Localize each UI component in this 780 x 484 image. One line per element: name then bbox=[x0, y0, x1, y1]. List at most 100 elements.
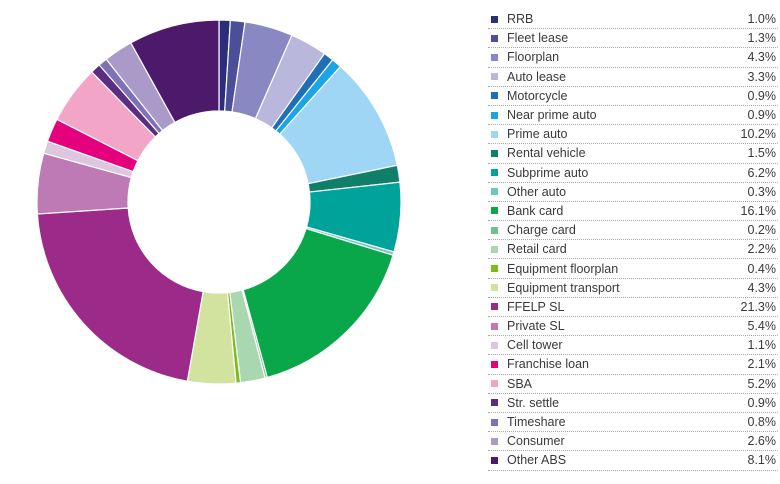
legend-value: 2.6% bbox=[747, 434, 777, 449]
legend-label: Charge card bbox=[507, 223, 576, 238]
legend-item-str-settle: Str. settle 0.9% bbox=[488, 394, 778, 413]
legend-item-cell-tower: Cell tower 1.1% bbox=[488, 336, 778, 356]
legend-label: FFELP SL bbox=[507, 299, 565, 314]
legend-value: 10.2% bbox=[740, 127, 776, 142]
legend-swatch bbox=[491, 188, 498, 196]
legend-value: 4.3% bbox=[747, 280, 777, 295]
legend: RRB 1.0% Fleet lease 1.3% Floorplan 4.3% Auto … bbox=[488, 10, 778, 471]
legend-item-rental-vehicle: Rental vehicle 1.5% bbox=[488, 144, 778, 164]
chart-area bbox=[36, 19, 402, 385]
legend-value: 21.3% bbox=[740, 299, 776, 314]
slice-ffelp-sl bbox=[36, 207, 204, 382]
legend-swatch bbox=[491, 265, 498, 273]
legend-value: 2.1% bbox=[747, 357, 777, 372]
legend-swatch bbox=[491, 456, 498, 464]
legend-item-bank-card: Bank card 16.1% bbox=[488, 202, 778, 222]
legend-swatch bbox=[491, 207, 498, 215]
legend-swatch bbox=[491, 418, 498, 426]
legend-label: Private SL bbox=[507, 319, 565, 334]
legend-swatch bbox=[491, 322, 498, 330]
donut-chart bbox=[36, 19, 402, 385]
legend-swatch bbox=[491, 360, 498, 368]
legend-value: 0.2% bbox=[747, 223, 777, 238]
legend-item-sba: SBA 5.2% bbox=[488, 375, 778, 394]
legend-swatch bbox=[491, 169, 498, 177]
legend-swatch bbox=[491, 341, 498, 349]
legend-item-charge-card: Charge card 0.2% bbox=[488, 221, 778, 241]
legend-swatch bbox=[491, 399, 498, 407]
legend-item-franchise-loan: Franchise loan 2.1% bbox=[488, 355, 778, 375]
legend-item-equipment-transport: Equipment transport 4.3% bbox=[488, 279, 778, 298]
legend-label: Fleet lease bbox=[507, 31, 569, 46]
legend-value: 0.9% bbox=[747, 395, 777, 410]
legend-item-ffelp-sl: FFELP SL 21.3% bbox=[488, 298, 778, 317]
legend-swatch bbox=[491, 380, 498, 388]
legend-swatch bbox=[491, 92, 498, 100]
legend-label: Timeshare bbox=[507, 415, 566, 430]
legend-swatch bbox=[491, 53, 498, 61]
slice-bank-card bbox=[242, 227, 394, 379]
legend-label: Other auto bbox=[507, 184, 567, 199]
legend-item-fleet-lease: Fleet lease 1.3% bbox=[488, 29, 778, 49]
legend-item-rrb: RRB 1.0% bbox=[488, 10, 778, 30]
legend-value: 1.3% bbox=[747, 31, 777, 46]
legend-item-consumer: Consumer 2.6% bbox=[488, 432, 778, 452]
legend-label: Consumer bbox=[507, 434, 565, 449]
legend-item-other-auto: Other auto 0.3% bbox=[488, 183, 778, 202]
legend-label: Retail card bbox=[507, 242, 567, 257]
legend-value: 0.3% bbox=[747, 184, 777, 199]
legend-swatch bbox=[491, 284, 498, 292]
legend-item-auto-lease: Auto lease 3.3% bbox=[488, 68, 778, 87]
legend-value: 3.3% bbox=[747, 69, 777, 84]
legend-label: Prime auto bbox=[507, 127, 568, 142]
legend-item-private-sl: Private SL 5.4% bbox=[488, 317, 778, 337]
legend-item-retail-card: Retail card 2.2% bbox=[488, 240, 778, 260]
legend-value: 1.1% bbox=[747, 338, 777, 353]
legend-value: 1.5% bbox=[747, 146, 777, 161]
legend-label: Near prime auto bbox=[507, 108, 597, 123]
legend-label: Rental vehicle bbox=[507, 146, 586, 161]
legend-label: Equipment floorplan bbox=[507, 261, 619, 276]
legend-swatch bbox=[491, 34, 498, 42]
legend-label: Subprime auto bbox=[507, 165, 589, 180]
legend-value: 5.2% bbox=[747, 376, 777, 391]
legend-value: 0.8% bbox=[747, 415, 777, 430]
legend-label: Auto lease bbox=[507, 69, 567, 84]
legend-swatch bbox=[491, 245, 498, 253]
slice-other-abs bbox=[129, 19, 220, 124]
legend-swatch bbox=[491, 437, 498, 445]
legend-label: Floorplan bbox=[507, 50, 560, 65]
legend-label: SBA bbox=[507, 376, 533, 391]
legend-item-near-prime-auto: Near prime auto 0.9% bbox=[488, 106, 778, 126]
legend-label: Other ABS bbox=[507, 453, 567, 468]
legend-value: 0.4% bbox=[747, 261, 777, 276]
legend-swatch bbox=[491, 226, 498, 234]
legend-item-motorcycle: Motorcycle 0.9% bbox=[488, 87, 778, 106]
legend-label: Cell tower bbox=[507, 338, 563, 353]
legend-swatch bbox=[491, 111, 498, 119]
legend-swatch bbox=[491, 130, 498, 138]
legend-swatch bbox=[491, 303, 498, 311]
legend-value: 2.2% bbox=[747, 242, 777, 257]
legend-swatch bbox=[491, 15, 498, 23]
legend-value: 6.2% bbox=[747, 165, 777, 180]
legend-item-other-abs: Other ABS 8.1% bbox=[488, 451, 778, 471]
legend-label: Motorcycle bbox=[507, 88, 568, 103]
legend-value: 0.9% bbox=[747, 108, 777, 123]
legend-item-floorplan: Floorplan 4.3% bbox=[488, 48, 778, 68]
legend-value: 1.0% bbox=[747, 12, 777, 27]
legend-item-equipment-floorplan: Equipment floorplan 0.4% bbox=[488, 259, 778, 279]
legend-value: 8.1% bbox=[747, 453, 777, 468]
legend-label: Str. settle bbox=[507, 395, 560, 410]
legend-label: Bank card bbox=[507, 203, 564, 218]
legend-swatch bbox=[491, 149, 498, 157]
legend-label: Equipment transport bbox=[507, 280, 620, 295]
legend-swatch bbox=[491, 73, 498, 81]
legend-value: 0.9% bbox=[747, 88, 777, 103]
legend-label: RRB bbox=[507, 12, 534, 27]
legend-value: 5.4% bbox=[747, 319, 777, 334]
legend-label: Franchise loan bbox=[507, 357, 589, 372]
legend-item-subprime-auto: Subprime auto 6.2% bbox=[488, 164, 778, 183]
legend-value: 4.3% bbox=[747, 50, 777, 65]
legend-item-prime-auto: Prime auto 10.2% bbox=[488, 125, 778, 145]
